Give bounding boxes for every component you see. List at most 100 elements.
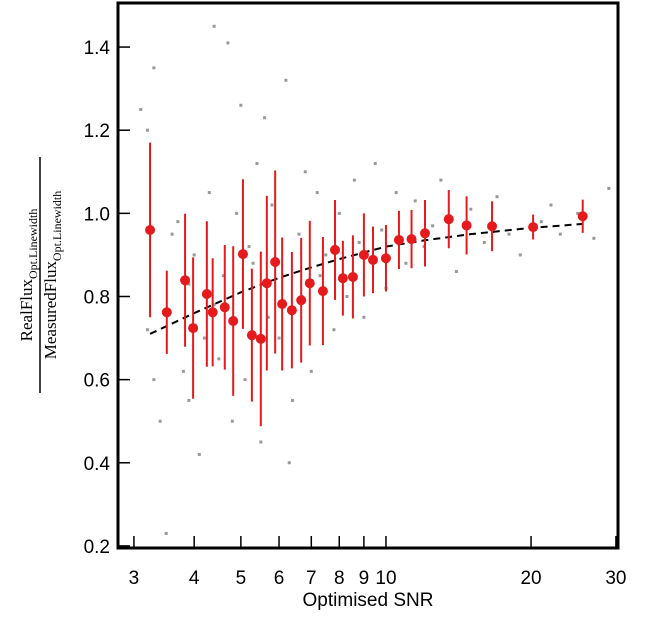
scatter-point [291, 398, 295, 402]
binned-point [246, 330, 257, 341]
scatter-point [303, 170, 307, 174]
scatter-point [454, 270, 458, 274]
binned-point [358, 249, 369, 260]
binned-point [270, 256, 281, 267]
y-axis-label: RealFluxOpt.Linewidth MeasuredFluxOpt.Li… [17, 157, 64, 393]
scatter-point [287, 461, 291, 465]
scatter-point [176, 220, 180, 224]
scatter-point [139, 107, 143, 111]
scatter-point [345, 294, 349, 298]
scatter-point [263, 116, 267, 120]
scatter-point [187, 398, 191, 402]
scatter-point [270, 203, 274, 207]
binned-point [255, 333, 266, 344]
scatter-point [318, 274, 322, 278]
binned-point [317, 286, 328, 297]
scatter-point [337, 211, 341, 215]
scatter-point [576, 211, 580, 215]
x-tick-label: 9 [359, 568, 370, 589]
scatter-point [284, 78, 288, 82]
binned-point [219, 302, 230, 313]
binned-point [201, 288, 212, 299]
scatter-point [297, 232, 301, 236]
binned-point [487, 221, 498, 232]
binned-point [347, 271, 358, 282]
scatter-point [247, 245, 251, 249]
binned-point [380, 253, 391, 264]
scatter-point [243, 378, 247, 382]
scatter-point [152, 66, 156, 70]
x-tick-label: 10 [375, 568, 396, 589]
scatter-point [413, 199, 417, 203]
x-axis-label: Optimised SNR [303, 590, 434, 611]
scatter-point [507, 232, 511, 236]
binned-point [528, 222, 539, 233]
y-label-denominator: MeasuredFluxOpt.Linewidth [41, 191, 64, 360]
x-tick-label: 3 [129, 568, 140, 589]
scatter-point [277, 336, 281, 340]
binned-point [393, 234, 404, 245]
scatter-point [373, 161, 377, 165]
x-tick-label: 20 [520, 568, 541, 589]
scatter-point [181, 369, 185, 373]
scatter-point [145, 128, 149, 132]
binned-point [419, 228, 430, 239]
scatter-point [266, 315, 270, 319]
scatter-point [315, 191, 319, 195]
binned-point [337, 273, 348, 284]
scatter-point [164, 531, 168, 535]
scatter-point [324, 253, 328, 257]
scatter-point [152, 378, 156, 382]
scatter-point [192, 253, 196, 257]
x-tick-label: 8 [334, 568, 345, 589]
x-tick-label: 5 [236, 568, 247, 589]
binned-point [296, 295, 307, 306]
scatter-point [558, 232, 562, 236]
scatter-point [239, 103, 243, 107]
scatter-point [212, 24, 216, 28]
binned-point [228, 316, 239, 327]
binned-point [161, 307, 172, 318]
y-tick-label: 0.4 [84, 454, 111, 475]
scatter-point [309, 369, 313, 373]
binned-point [330, 244, 341, 255]
scatter-point [207, 191, 211, 195]
y-label-numerator: RealFluxOpt.Linewidth [17, 209, 40, 342]
binned-point [304, 278, 315, 289]
scatter-point [362, 315, 366, 319]
binned-point [368, 254, 379, 265]
scatter-point [202, 336, 206, 340]
scatter-point [170, 232, 174, 236]
scatter-point [332, 328, 336, 332]
scatter-point [607, 186, 611, 190]
x-tick-label: 30 [605, 568, 626, 589]
scatter-point [221, 274, 225, 278]
scatter-point [518, 253, 522, 257]
scatter-point [549, 203, 553, 207]
scatter-point [255, 161, 259, 165]
scatter-point [352, 178, 356, 182]
x-tick-label: 7 [306, 568, 317, 589]
x-tick-label: 6 [274, 568, 285, 589]
binned-point [443, 214, 454, 225]
scatter-point [251, 261, 255, 265]
scatter-point [495, 195, 499, 199]
binned-point [286, 305, 297, 316]
scatter-point [158, 419, 162, 423]
scatter-point [187, 282, 191, 286]
scatter-point [469, 207, 473, 211]
scatter-point [357, 240, 361, 244]
x-tick-label: 4 [189, 568, 200, 589]
binned-point [406, 234, 417, 245]
scatter-point [404, 261, 408, 265]
y-tick-label: 1.0 [84, 204, 110, 225]
y-tick-label: 0.6 [84, 371, 110, 392]
y-tick-label: 0.8 [84, 287, 110, 308]
scatter-point [394, 191, 398, 195]
binned-point [461, 220, 472, 231]
scatter-point [230, 419, 234, 423]
scatter-point [212, 303, 216, 307]
y-tick-label: 0.2 [84, 537, 110, 558]
y-tick-label: 1.4 [84, 38, 111, 59]
